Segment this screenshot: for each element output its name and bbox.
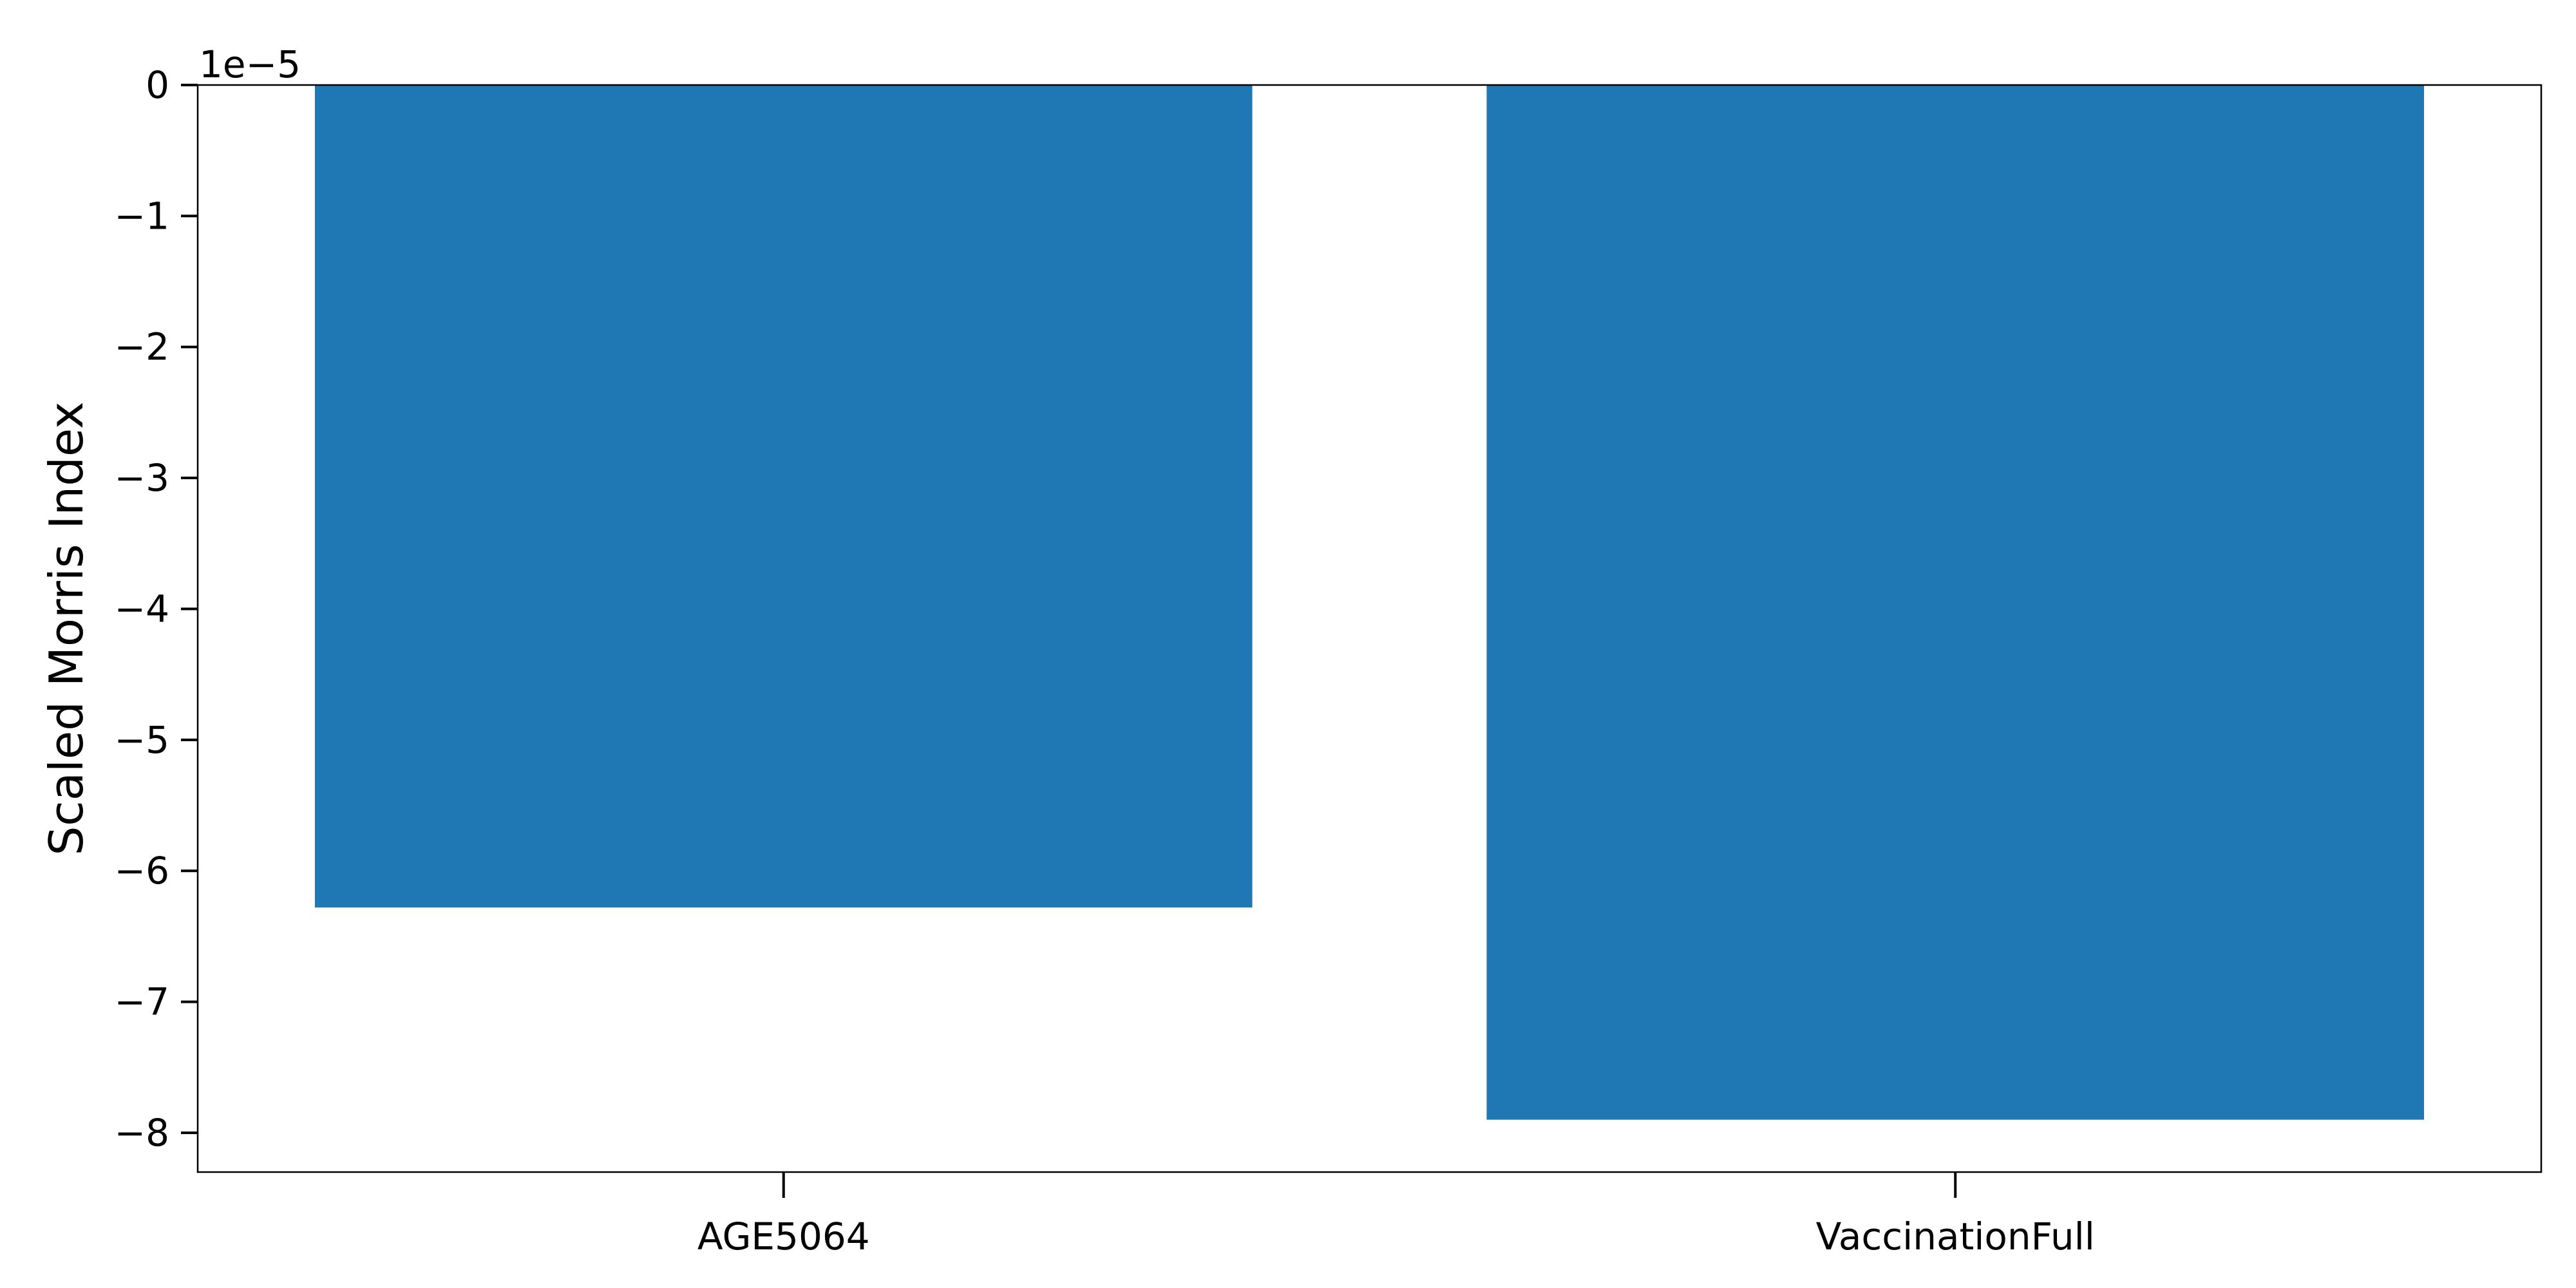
- bar-vaccinationfull: [1486, 85, 2425, 1120]
- y-axis: 0 −1 −2 −3 −4 −5 −6 −7 −8: [115, 63, 198, 1155]
- bar-age5064: [314, 85, 1253, 908]
- y-tick-label: −1: [115, 194, 170, 238]
- y-tick-label: −2: [115, 325, 170, 369]
- plot-frame: [196, 84, 2543, 1173]
- y-tick-label: −4: [115, 587, 170, 630]
- y-axis-label: Scaled Morris Index: [39, 401, 93, 855]
- x-tick-label: AGE5064: [697, 1215, 870, 1258]
- y-tick-label: −3: [115, 456, 170, 500]
- x-axis: AGE5064 VaccinationFull: [697, 1172, 2095, 1258]
- x-tick-label: VaccinationFull: [1816, 1215, 2095, 1258]
- y-offset-text: 1e−5: [199, 43, 301, 86]
- y-tick-label: −7: [115, 980, 170, 1024]
- y-tick-label: −5: [115, 718, 170, 762]
- bar-series: [314, 85, 2425, 1120]
- y-tick-label: 0: [146, 63, 169, 107]
- y-tick-label: −6: [115, 849, 170, 893]
- y-tick-label: −8: [115, 1111, 170, 1155]
